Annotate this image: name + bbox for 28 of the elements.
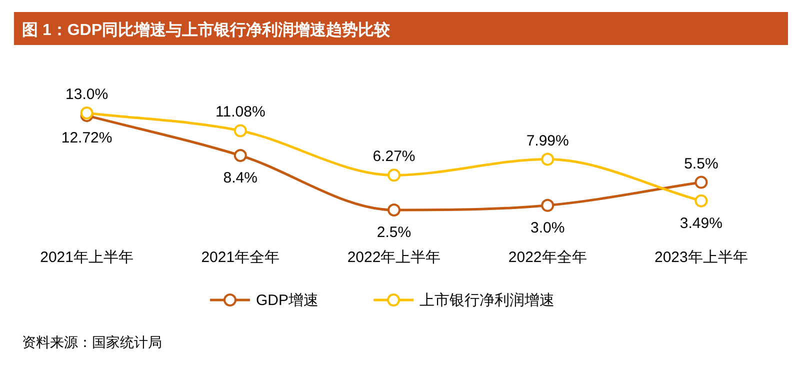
x-tick-label: 2023年上半年: [654, 249, 748, 266]
data-label: 3.0%: [530, 219, 565, 236]
data-label: 5.5%: [684, 155, 718, 172]
point: [694, 176, 708, 189]
data-label: 7.99%: [526, 132, 569, 150]
data-label: 6.27%: [372, 148, 416, 166]
data-label: 2.5%: [376, 224, 412, 241]
point: [388, 204, 400, 216]
data-label: 8.4%: [223, 169, 258, 186]
legend-label: 上市银行净利润增速: [420, 292, 555, 309]
data-label: 3.49%: [680, 214, 722, 232]
point: [234, 148, 247, 162]
x-tick-label: 2021年全年: [201, 249, 280, 266]
point: [694, 194, 708, 208]
data-label: 13.0%: [66, 86, 108, 103]
point: [541, 152, 554, 166]
data-label: 12.72%: [61, 130, 112, 147]
chart-title: 图 1：GDP同比增速与上市银行净利润增速趋势比较: [22, 21, 392, 39]
point: [234, 124, 247, 138]
legend-label: GDP增速: [256, 292, 319, 309]
point: [80, 106, 94, 120]
data-label: 11.08%: [216, 104, 266, 121]
text: 资料来源：国家统计局: [22, 334, 162, 350]
x-tick-label: 2021年上半年: [40, 249, 134, 266]
x-tick-label: 2022年全年: [508, 249, 587, 266]
point: [388, 168, 400, 182]
point: [541, 198, 554, 212]
x-tick-label: 2022年上半年: [347, 249, 441, 266]
